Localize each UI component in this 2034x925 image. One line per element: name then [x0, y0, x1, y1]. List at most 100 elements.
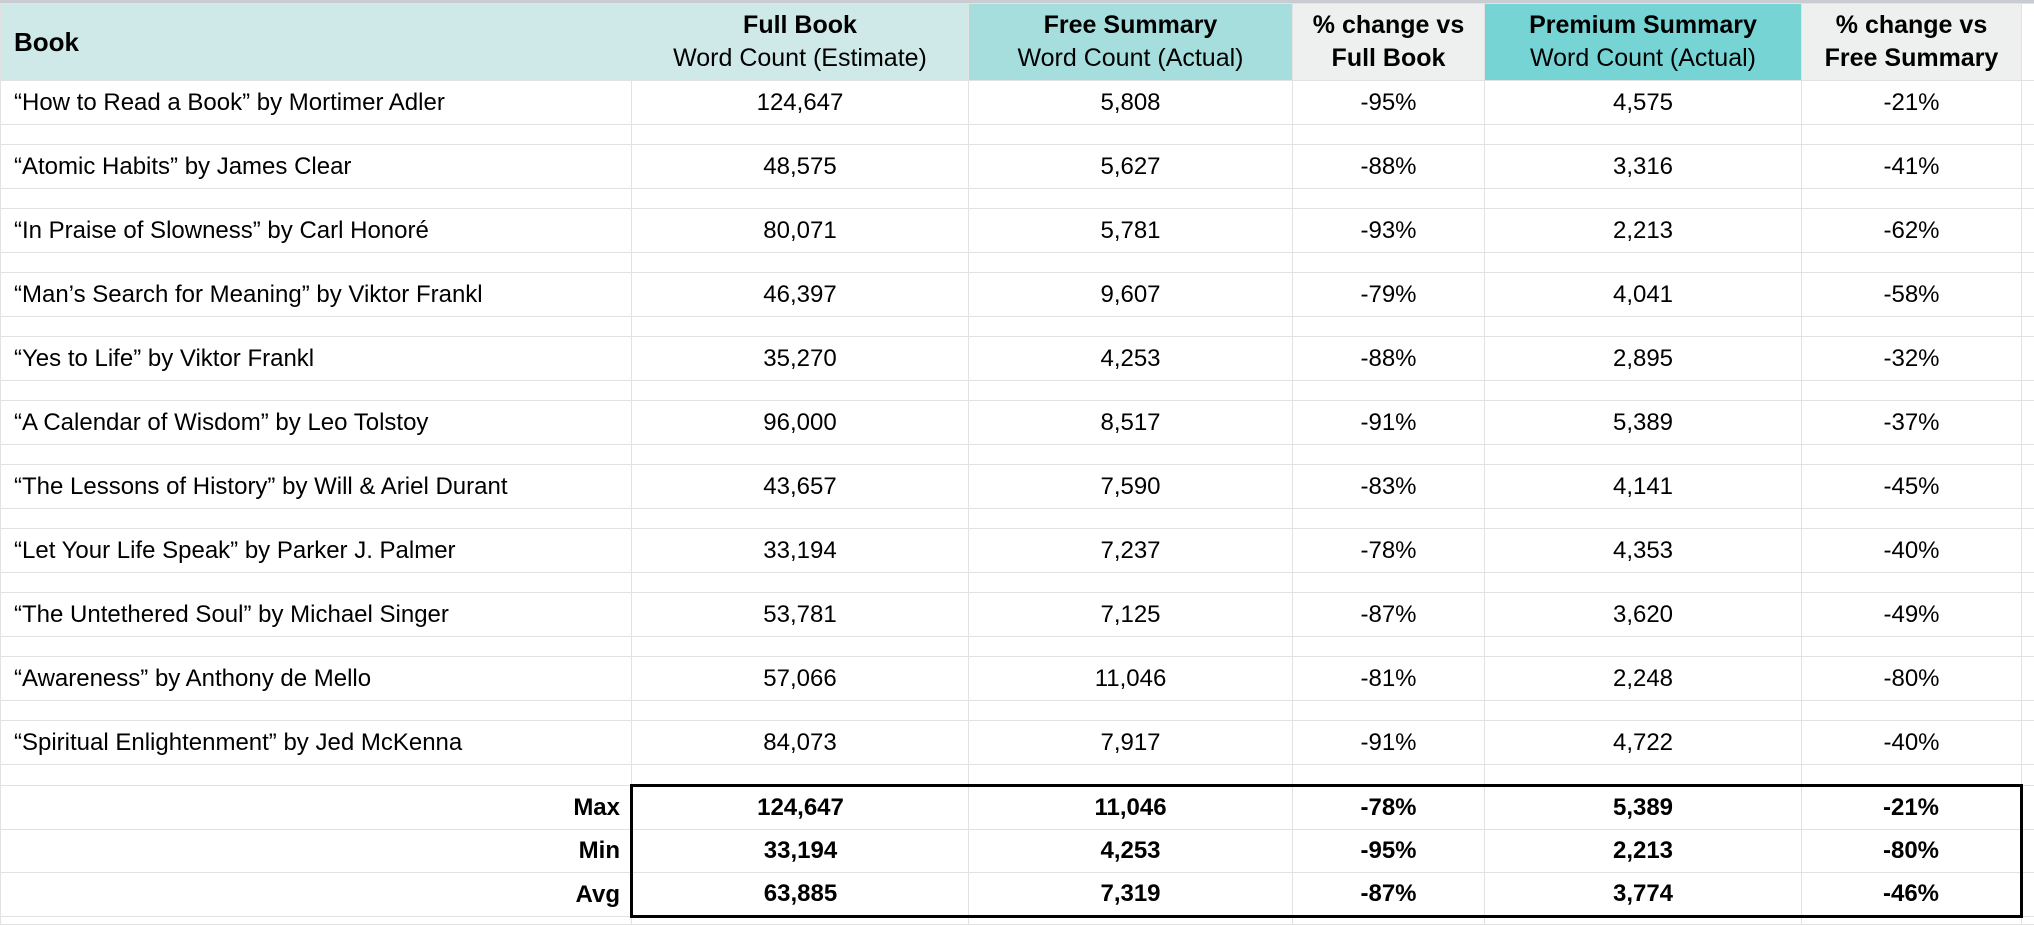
cell-pct-change-vs-free-summary[interactable]: -40% [1802, 529, 2022, 573]
empty-cell[interactable] [969, 317, 1293, 337]
cell-pct-change-vs-full-book[interactable]: -78% [1293, 529, 1485, 573]
cell-full-book-word-count[interactable]: 48,575 [632, 145, 969, 189]
col-header-free-summary[interactable]: Free Summary Word Count (Actual) [969, 4, 1293, 81]
cell-pct-change-vs-free-summary[interactable]: -41% [1802, 145, 2022, 189]
cell-book-title[interactable]: “Man’s Search for Meaning” by Viktor Fra… [1, 273, 632, 317]
empty-cell[interactable] [2022, 381, 2034, 401]
cell-full-book-word-count[interactable]: 53,781 [632, 593, 969, 637]
cell-pct-change-vs-free-summary[interactable]: -32% [1802, 337, 2022, 381]
empty-cell[interactable] [1485, 317, 1802, 337]
empty-cell[interactable] [2022, 917, 2034, 925]
empty-cell[interactable] [1, 381, 632, 401]
summary-pct-change-vs-free-summary[interactable]: -46% [1802, 873, 2022, 917]
empty-cell[interactable] [969, 445, 1293, 465]
col-header-premium-summary[interactable]: Premium Summary Word Count (Actual) [1485, 4, 1802, 81]
empty-cell[interactable] [1802, 917, 2022, 925]
empty-cell[interactable] [2022, 273, 2034, 317]
empty-cell[interactable] [2022, 765, 2034, 786]
empty-cell[interactable] [1802, 509, 2022, 529]
empty-cell[interactable] [1, 573, 632, 593]
empty-cell[interactable] [2022, 873, 2034, 917]
summary-row-label[interactable]: Avg [1, 873, 632, 917]
empty-cell[interactable] [969, 573, 1293, 593]
empty-cell[interactable] [1293, 573, 1485, 593]
cell-book-title[interactable]: “The Lessons of History” by Will & Ariel… [1, 465, 632, 509]
cell-free-summary-word-count[interactable]: 11,046 [969, 657, 1293, 701]
summary-full-book-word-count[interactable]: 63,885 [632, 873, 969, 917]
cell-full-book-word-count[interactable]: 43,657 [632, 465, 969, 509]
empty-cell[interactable] [1, 509, 632, 529]
empty-cell[interactable] [632, 189, 969, 209]
cell-pct-change-vs-free-summary[interactable]: -58% [1802, 273, 2022, 317]
empty-cell[interactable] [1293, 637, 1485, 657]
empty-cell[interactable] [1, 125, 632, 145]
cell-pct-change-vs-full-book[interactable]: -93% [1293, 209, 1485, 253]
cell-pct-change-vs-full-book[interactable]: -95% [1293, 81, 1485, 125]
empty-cell[interactable] [632, 445, 969, 465]
empty-cell[interactable] [1485, 573, 1802, 593]
empty-cell[interactable] [1802, 317, 2022, 337]
empty-cell[interactable] [1293, 125, 1485, 145]
cell-pct-change-vs-free-summary[interactable]: -80% [1802, 657, 2022, 701]
empty-cell[interactable] [969, 253, 1293, 273]
col-header-pct-vs-full-book[interactable]: % change vs Full Book [1293, 4, 1485, 81]
cell-free-summary-word-count[interactable]: 5,627 [969, 145, 1293, 189]
cell-full-book-word-count[interactable]: 80,071 [632, 209, 969, 253]
cell-pct-change-vs-full-book[interactable]: -81% [1293, 657, 1485, 701]
empty-cell[interactable] [1, 637, 632, 657]
summary-row-label[interactable]: Min [1, 830, 632, 873]
cell-premium-summary-word-count[interactable]: 4,575 [1485, 81, 1802, 125]
cell-premium-summary-word-count[interactable]: 3,620 [1485, 593, 1802, 637]
cell-book-title[interactable]: “A Calendar of Wisdom” by Leo Tolstoy [1, 401, 632, 445]
cell-pct-change-vs-full-book[interactable]: -91% [1293, 721, 1485, 765]
cell-premium-summary-word-count[interactable]: 4,141 [1485, 465, 1802, 509]
empty-cell[interactable] [2022, 657, 2034, 701]
empty-cell[interactable] [1293, 381, 1485, 401]
empty-cell[interactable] [2022, 573, 2034, 593]
cell-book-title[interactable]: “Yes to Life” by Viktor Frankl [1, 337, 632, 381]
empty-cell[interactable] [2022, 209, 2034, 253]
empty-cell[interactable] [2022, 253, 2034, 273]
cell-free-summary-word-count[interactable]: 7,917 [969, 721, 1293, 765]
empty-cell[interactable] [2022, 125, 2034, 145]
empty-cell[interactable] [632, 253, 969, 273]
empty-cell[interactable] [2022, 317, 2034, 337]
empty-cell[interactable] [1, 189, 632, 209]
summary-pct-change-vs-free-summary[interactable]: -80% [1802, 830, 2022, 873]
empty-cell[interactable] [2022, 465, 2034, 509]
cell-premium-summary-word-count[interactable]: 5,389 [1485, 401, 1802, 445]
cell-pct-change-vs-full-book[interactable]: -88% [1293, 145, 1485, 189]
cell-book-title[interactable]: “In Praise of Slowness” by Carl Honoré [1, 209, 632, 253]
empty-cell[interactable] [1, 317, 632, 337]
cell-book-title[interactable]: “Atomic Habits” by James Clear [1, 145, 632, 189]
empty-cell[interactable] [969, 509, 1293, 529]
cell-free-summary-word-count[interactable]: 7,590 [969, 465, 1293, 509]
empty-cell[interactable] [2022, 593, 2034, 637]
cell-full-book-word-count[interactable]: 35,270 [632, 337, 969, 381]
empty-cell[interactable] [1, 701, 632, 721]
empty-cell[interactable] [2022, 401, 2034, 445]
cell-pct-change-vs-free-summary[interactable]: -45% [1802, 465, 2022, 509]
cell-free-summary-word-count[interactable]: 5,808 [969, 81, 1293, 125]
cell-premium-summary-word-count[interactable]: 4,353 [1485, 529, 1802, 573]
empty-cell[interactable] [1802, 573, 2022, 593]
cell-premium-summary-word-count[interactable]: 4,041 [1485, 273, 1802, 317]
empty-cell[interactable] [2022, 445, 2034, 465]
cell-full-book-word-count[interactable]: 46,397 [632, 273, 969, 317]
empty-cell[interactable] [632, 917, 969, 925]
empty-cell[interactable] [1293, 509, 1485, 529]
empty-cell[interactable] [632, 765, 969, 786]
empty-cell[interactable] [1, 917, 632, 925]
cell-free-summary-word-count[interactable]: 9,607 [969, 273, 1293, 317]
summary-full-book-word-count[interactable]: 33,194 [632, 830, 969, 873]
cell-pct-change-vs-free-summary[interactable]: -37% [1802, 401, 2022, 445]
summary-premium-summary-word-count[interactable]: 2,213 [1485, 830, 1802, 873]
empty-cell[interactable] [1485, 765, 1802, 786]
cell-premium-summary-word-count[interactable]: 2,213 [1485, 209, 1802, 253]
cell-pct-change-vs-full-book[interactable]: -83% [1293, 465, 1485, 509]
cell-pct-change-vs-free-summary[interactable]: -40% [1802, 721, 2022, 765]
empty-cell[interactable] [1, 253, 632, 273]
empty-cell[interactable] [632, 317, 969, 337]
cell-free-summary-word-count[interactable]: 7,237 [969, 529, 1293, 573]
summary-free-summary-word-count[interactable]: 11,046 [969, 786, 1293, 830]
